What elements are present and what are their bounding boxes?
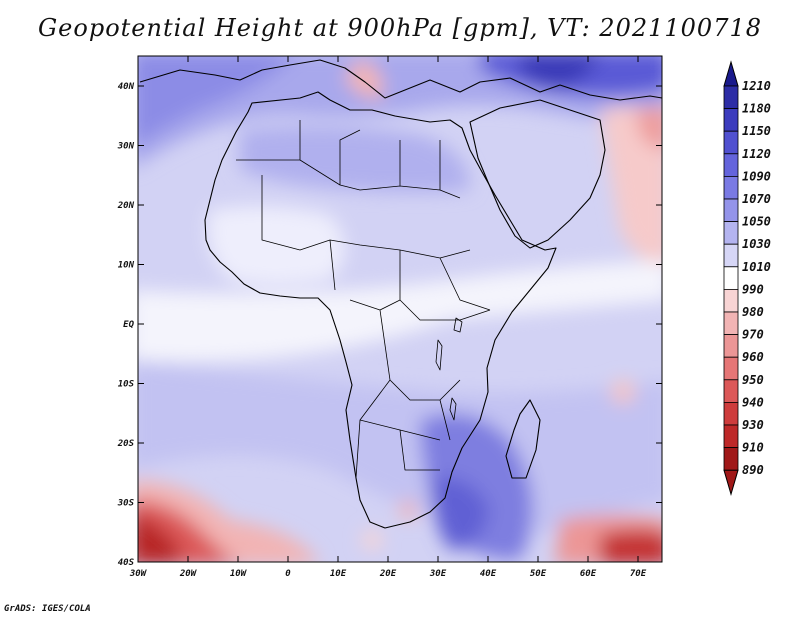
country-borders xyxy=(236,120,491,479)
colorbar-label: 1030 xyxy=(742,237,771,251)
colorbar-segment xyxy=(723,401,739,426)
colorbar-segment xyxy=(723,198,739,223)
lake-outlines xyxy=(435,317,463,421)
colorbar-label: 950 xyxy=(742,373,764,387)
lon-label: 20W xyxy=(179,569,198,579)
colorbar-label: 960 xyxy=(742,350,764,364)
colorbar-segment xyxy=(723,130,739,155)
colorbar-bottom-arrow xyxy=(723,469,739,496)
colorbar-label: 1010 xyxy=(742,260,771,274)
arabia-coastline xyxy=(469,99,606,249)
lat-label: 20N xyxy=(117,201,135,211)
colorbar-label: 930 xyxy=(742,418,764,432)
lon-label: 40E xyxy=(480,569,497,579)
colorbar-top-arrow xyxy=(723,60,739,87)
grads-credit: GrADS: IGES/COLA xyxy=(4,604,91,614)
lon-label: 70E xyxy=(630,569,647,579)
coastlines xyxy=(139,59,662,529)
colorbar-segment xyxy=(723,153,739,177)
europe-coastline xyxy=(139,59,662,101)
colorbar-label: 1070 xyxy=(742,192,771,206)
lon-label: 0 xyxy=(285,569,291,579)
lat-label: 20S xyxy=(117,439,135,449)
colorbar-label: 1180 xyxy=(742,102,771,116)
colorbar-label: 1120 xyxy=(742,147,771,161)
colorbar-label: 980 xyxy=(742,305,764,319)
lon-label: 60E xyxy=(580,569,597,579)
colorbar-label: 990 xyxy=(742,282,764,296)
colorbar-segment xyxy=(723,221,739,245)
colorbar-segment xyxy=(723,356,739,381)
map-title: Geopotential Height at 900hPa [gpm], VT:… xyxy=(38,14,762,42)
colorbar-segment xyxy=(723,266,739,290)
lat-label: 10N xyxy=(118,261,135,271)
lon-label: 30W xyxy=(129,569,148,579)
latitude-axis: 40N 30N 20N 10N EQ 10S 20S 30S 40S xyxy=(117,82,662,568)
lon-label: 30E xyxy=(429,569,447,579)
lat-label: 40S xyxy=(118,558,135,568)
lat-label: 30S xyxy=(117,499,135,509)
geopotential-shading xyxy=(138,56,662,562)
lat-label: 10S xyxy=(118,380,135,390)
colorbar-segment xyxy=(723,424,739,449)
lon-label: 10W xyxy=(230,569,248,579)
colorbar-label: 970 xyxy=(742,328,764,342)
lat-label: 40N xyxy=(118,82,135,92)
colorbar-label: 940 xyxy=(742,395,764,409)
colorbar-label: 910 xyxy=(742,441,764,455)
lon-label: 20E xyxy=(379,569,397,579)
colorbar-segment xyxy=(723,334,739,358)
colorbar-label: 1050 xyxy=(742,215,771,229)
longitude-axis: 30W 20W 10W 0 10E 20E 30E 40E 50E 60E 70E xyxy=(129,56,647,579)
colorbar-segment xyxy=(723,85,739,110)
lon-label: 50E xyxy=(530,569,547,579)
colorbar-segment xyxy=(723,288,739,313)
colorbar-segment xyxy=(723,243,739,268)
africa-coastline xyxy=(204,91,557,529)
colorbar-label: 1210 xyxy=(742,79,771,93)
colorbar-label: 1090 xyxy=(742,169,771,183)
colorbar-segment xyxy=(723,175,739,200)
colorbar-label: 1150 xyxy=(742,124,771,138)
map-border xyxy=(137,55,663,563)
lat-label: EQ xyxy=(123,320,134,330)
colorbar-segment xyxy=(723,379,739,403)
colorbar-segment xyxy=(723,311,739,336)
colorbar-segment xyxy=(723,108,739,132)
colorbar: 1210 1180 1150 1120 1090 1070 1050 1030 1010 990 9… xyxy=(723,60,771,496)
madagascar-coastline xyxy=(505,399,541,479)
colorbar-label: 890 xyxy=(742,463,764,477)
colorbar-segment xyxy=(723,447,739,471)
lat-label: 30N xyxy=(117,142,135,152)
lon-label: 10E xyxy=(330,569,347,579)
